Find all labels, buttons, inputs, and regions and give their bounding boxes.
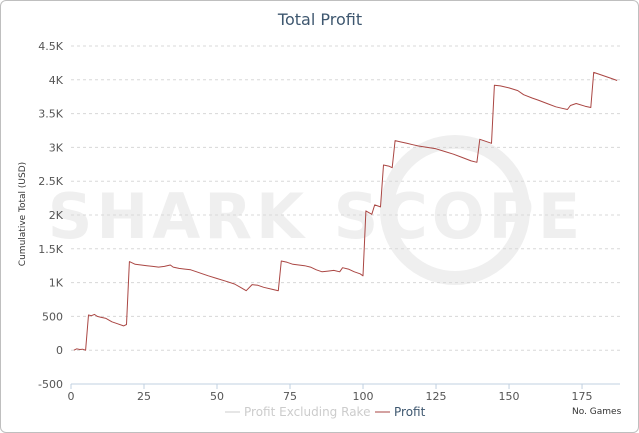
legend-label-profit: Profit [394, 405, 426, 419]
legend-item-profit[interactable]: Profit [375, 405, 426, 419]
y-tick-label: -500 [38, 378, 63, 391]
y-tick-label: 3.5K [38, 108, 63, 121]
x-axis-ticks: 0 25 50 75 100 125 150 175 [68, 384, 593, 403]
y-tick-label: 0 [56, 344, 63, 357]
watermark-scope-icon [380, 135, 530, 285]
x-tick-label: 175 [572, 390, 593, 403]
x-tick-label: 50 [210, 390, 224, 403]
series-line-profit [73, 71, 618, 351]
x-tick-label: 125 [426, 390, 447, 403]
y-tick-label: 500 [42, 310, 63, 323]
y-tick-label: 1K [49, 277, 64, 290]
x-axis-note: No. Games [572, 407, 622, 417]
series-layer [73, 71, 618, 351]
y-tick-label: 4.5K [38, 40, 63, 53]
y-axis-ticks: -500 0 500 1K 1.5K 2K 2.5K 3K 3.5K 4K 4.5K [38, 40, 64, 391]
legend-label-profit-excluding-rake: Profit Excluding Rake [244, 405, 370, 419]
y-tick-label: 4K [49, 74, 64, 87]
x-tick-label: 75 [283, 390, 297, 403]
legend: Profit Excluding Rake Profit [225, 405, 426, 419]
gridlines [71, 45, 620, 351]
x-tick-label: 0 [68, 390, 75, 403]
y-tick-label: 3K [49, 141, 64, 154]
watermark-text: SHARK SCOPE [48, 180, 585, 253]
y-tick-label: 2K [49, 209, 64, 222]
chart-title: Total Profit [277, 10, 362, 29]
y-axis-title: Cumulative Total (USD) [18, 162, 28, 266]
x-tick-label: 150 [499, 390, 520, 403]
x-tick-label: 100 [353, 390, 374, 403]
y-tick-label: 2.5K [38, 175, 63, 188]
y-tick-label: 1.5K [38, 243, 63, 256]
legend-item-profit-excluding-rake[interactable]: Profit Excluding Rake [225, 405, 370, 419]
x-tick-label: 25 [137, 390, 151, 403]
